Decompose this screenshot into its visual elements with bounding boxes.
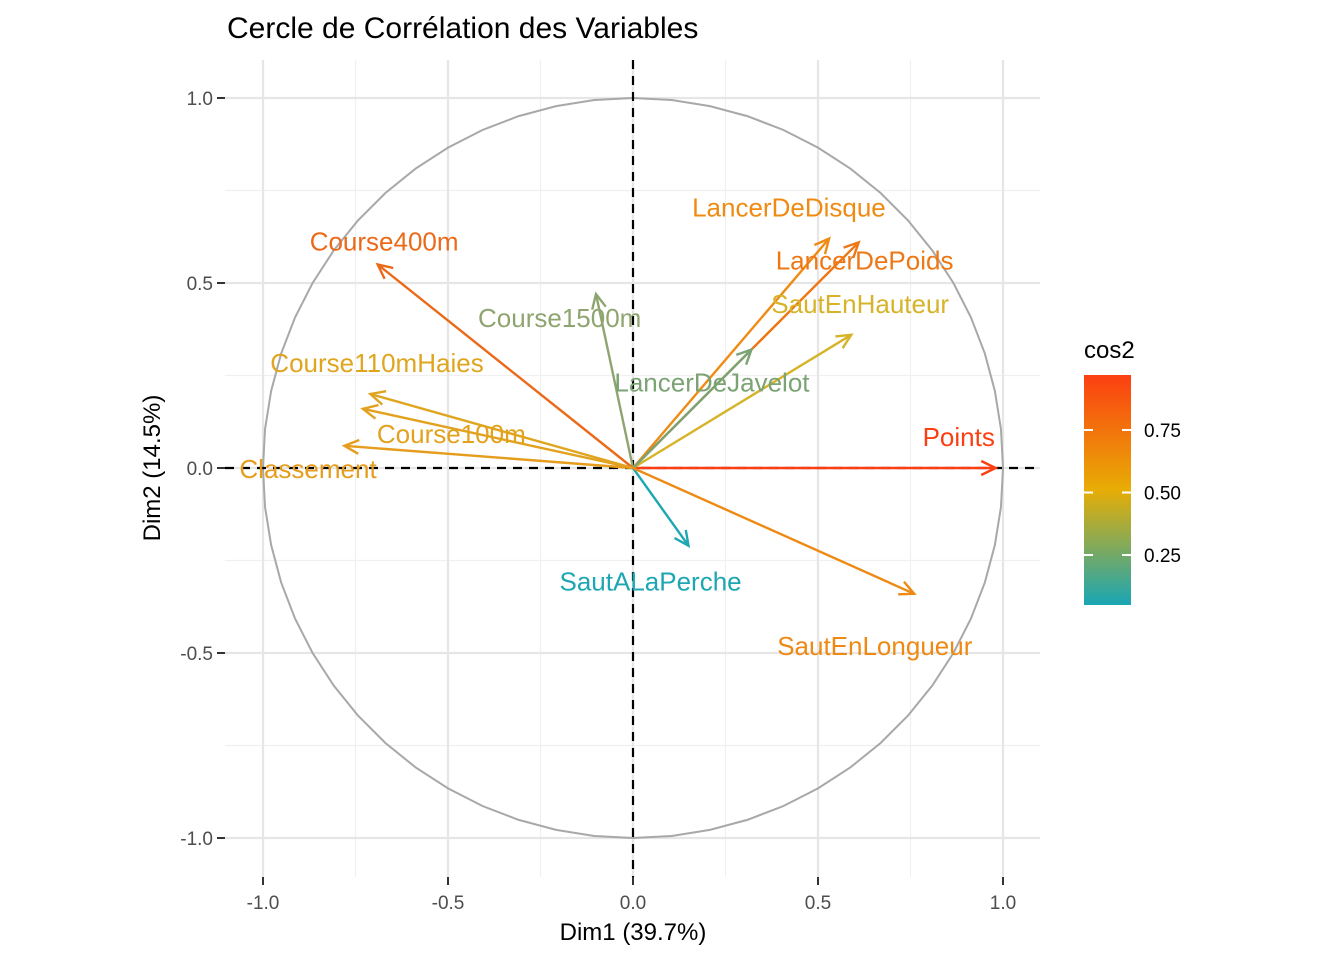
label-course100m: Course100m xyxy=(377,419,526,449)
arrow-head-points xyxy=(980,459,999,477)
y-tick-label: -0.5 xyxy=(180,644,213,665)
arrow-saut-ala-perche xyxy=(632,467,691,548)
variable-labels: Points LancerDeDisque LancerDePoids SautEnH… xyxy=(239,193,994,661)
arrow-course100m xyxy=(360,403,634,470)
y-tick-label: -1.0 xyxy=(180,829,213,850)
label-lancer-de-javelot: LancerDeJavelot xyxy=(614,368,810,398)
label-saut-en-longueur: SautEnLongueur xyxy=(777,631,973,661)
x-tick-label: -1.0 xyxy=(247,893,280,914)
x-tick-label: 1.0 xyxy=(990,893,1016,914)
x-tick-label: 0.0 xyxy=(620,893,646,914)
variable-arrows xyxy=(341,236,999,596)
arrow-shaft-course400m xyxy=(376,263,634,469)
label-classement: Classement xyxy=(239,454,377,484)
arrow-head-classement xyxy=(341,438,360,455)
arrow-head-lancer-de-javelot xyxy=(735,347,754,366)
arrow-saut-en-hauteur xyxy=(632,333,854,470)
y-tick-label: 0.0 xyxy=(187,459,213,480)
legend-tick-label: 0.75 xyxy=(1144,421,1181,442)
arrow-shaft-classement xyxy=(344,444,634,470)
label-saut-en-hauteur: SautEnHauteur xyxy=(771,289,949,319)
arrow-head-saut-en-hauteur xyxy=(835,333,854,349)
arrow-saut-en-longueur xyxy=(632,466,917,596)
arrow-head-course110m-haies xyxy=(367,390,387,406)
x-axis-label: Dim1 (39.7%) xyxy=(560,919,707,946)
arrow-points xyxy=(633,459,999,477)
arrow-head-course1500m xyxy=(591,291,607,310)
arrow-head-saut-en-longueur xyxy=(898,580,917,596)
legend: cos2 0.25 0.50 0.75 xyxy=(1084,337,1181,605)
arrow-course110m-haies xyxy=(367,390,634,470)
arrow-shaft-lancer-de-javelot xyxy=(632,348,753,469)
label-course400m: Course400m xyxy=(310,227,459,257)
arrow-shaft-course100m xyxy=(362,407,634,470)
label-lancer-de-poids: LancerDePoids xyxy=(776,245,954,275)
arrow-course1500m xyxy=(591,291,635,469)
y-tick-label: 1.0 xyxy=(187,89,213,110)
legend-gradient-bar xyxy=(1084,375,1131,605)
arrow-head-course400m xyxy=(375,262,394,280)
y-tick-label: 0.5 xyxy=(187,274,213,295)
arrow-course400m xyxy=(375,262,634,469)
label-points: Points xyxy=(923,422,995,452)
x-tick-label: 0.5 xyxy=(805,893,831,914)
arrow-lancer-de-javelot xyxy=(632,347,754,469)
label-lancer-de-disque: LancerDeDisque xyxy=(692,193,886,223)
arrow-lancer-de-disque xyxy=(632,236,831,469)
arrow-head-saut-ala-perche xyxy=(673,529,691,548)
arrow-shaft-course1500m xyxy=(594,293,635,469)
legend-title: cos2 xyxy=(1084,337,1135,364)
x-tick-label: -0.5 xyxy=(432,893,465,914)
legend-tick-label: 0.50 xyxy=(1144,484,1181,505)
arrow-shaft-course110m-haies xyxy=(369,392,634,470)
arrow-head-lancer-de-poids xyxy=(843,240,861,258)
arrow-head-lancer-de-disque xyxy=(813,236,831,255)
label-saut-ala-perche: SautALaPerche xyxy=(560,567,742,597)
chart-title: Cercle de Corrélation des Variables xyxy=(227,12,698,45)
legend-tick-label: 0.25 xyxy=(1144,546,1181,567)
arrow-classement xyxy=(341,438,634,470)
arrow-head-course100m xyxy=(360,403,379,420)
y-axis-label: Dim2 (14.5%) xyxy=(139,395,166,542)
arrow-shaft-saut-ala-perche xyxy=(632,467,690,547)
label-course110m-haies: Course110mHaies xyxy=(270,348,483,378)
label-course1500m: Course1500m xyxy=(478,303,641,333)
arrow-shaft-saut-en-longueur xyxy=(632,466,915,595)
arrow-shaft-lancer-de-disque xyxy=(632,237,831,469)
axes: -1.0 -0.5 0.0 0.5 1.0 -1.0 -0.5 0.0 0.5 1.0 xyxy=(180,89,1016,914)
arrow-shaft-saut-en-hauteur xyxy=(632,333,852,470)
